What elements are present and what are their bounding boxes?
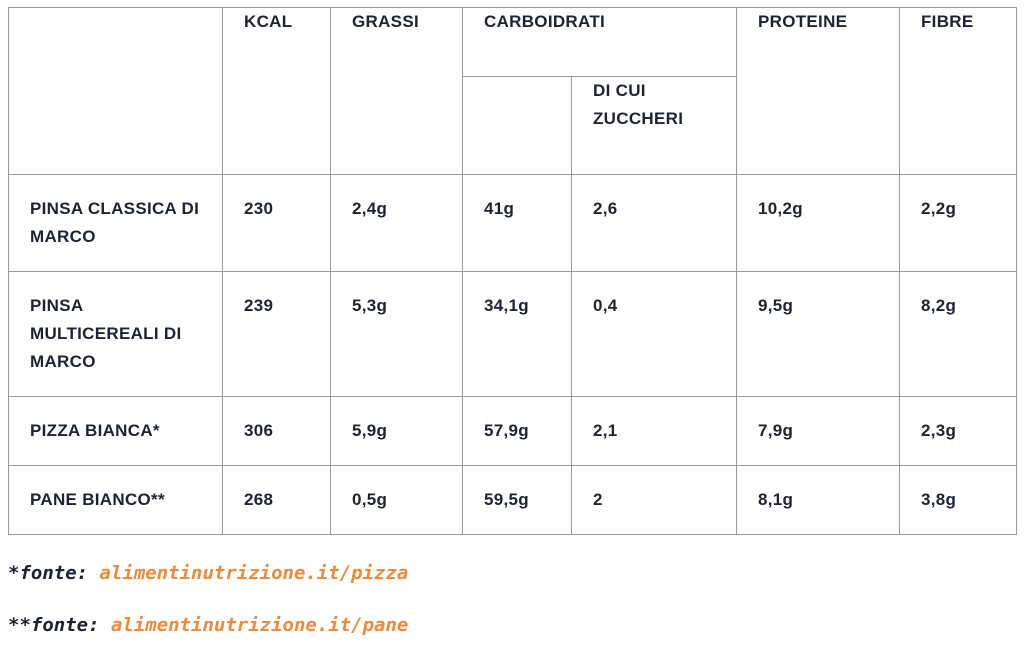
table-row: PANE BIANCO** 268 0,5g 59,5g 2 8,1g 3,8g (8, 465, 1017, 535)
proteine-cell: 8,1g (736, 465, 900, 535)
kcal-cell: 230 (222, 174, 331, 272)
proteine-cell: 10,2g (736, 174, 900, 272)
source-note-prefix: *fonte: (8, 562, 100, 584)
fibre-cell: 8,2g (899, 271, 1017, 397)
subheader-empty-cell (462, 76, 572, 175)
zuccheri-cell: 2,1 (571, 396, 737, 466)
fibre-cell: 3,8g (899, 465, 1017, 535)
zuccheri-cell: 0,4 (571, 271, 737, 397)
food-name-cell: PIZZA BIANCA* (8, 396, 223, 466)
kcal-cell: 239 (222, 271, 331, 397)
header-di-cui-zuccheri: DI CUI ZUCCHERI (571, 76, 737, 175)
nutrition-table: KCAL GRASSI CARBOIDRATI PROTEINE FIBRE D… (8, 7, 1017, 535)
fibre-cell: 2,2g (899, 174, 1017, 272)
grassi-cell: 5,3g (330, 271, 463, 397)
zuccheri-cell: 2 (571, 465, 737, 535)
kcal-cell: 306 (222, 396, 331, 466)
fibre-cell: 2,3g (899, 396, 1017, 466)
food-name-cell: PINSA MULTICEREALI DI MARCO (8, 271, 223, 397)
grassi-cell: 0,5g (330, 465, 463, 535)
source-link-pane[interactable]: alimentinutrizione.it/pane (110, 614, 409, 636)
source-note-pizza: *fonte: alimentinutrizione.it/pizza (8, 561, 408, 585)
source-note-prefix: **fonte: (8, 614, 111, 636)
zuccheri-cell: 2,6 (571, 174, 737, 272)
food-name-cell: PINSA CLASSICA DI MARCO (8, 174, 223, 272)
header-grassi: GRASSI (330, 7, 463, 175)
header-row: KCAL GRASSI CARBOIDRATI PROTEINE FIBRE (8, 7, 1017, 175)
carboidrati-cell: 41g (462, 174, 572, 272)
grassi-cell: 5,9g (330, 396, 463, 466)
table-row: PINSA MULTICEREALI DI MARCO 239 5,3g 34,… (8, 271, 1017, 397)
header-fibre: FIBRE (899, 7, 1017, 175)
header-empty-cell (8, 7, 223, 175)
proteine-cell: 9,5g (736, 271, 900, 397)
header-kcal: KCAL (222, 7, 331, 175)
proteine-cell: 7,9g (736, 396, 900, 466)
carboidrati-cell: 57,9g (462, 396, 572, 466)
header-carboidrati: CARBOIDRATI (462, 7, 737, 77)
food-name-cell: PANE BIANCO** (8, 465, 223, 535)
grassi-cell: 2,4g (330, 174, 463, 272)
carboidrati-cell: 34,1g (462, 271, 572, 397)
table-row: PINSA CLASSICA DI MARCO 230 2,4g 41g 2,6… (8, 174, 1017, 272)
source-note-pane: **fonte: alimentinutrizione.it/pane (8, 613, 408, 637)
header-proteine: PROTEINE (736, 7, 900, 175)
table-row: PIZZA BIANCA* 306 5,9g 57,9g 2,1 7,9g 2,… (8, 396, 1017, 466)
carboidrati-cell: 59,5g (462, 465, 572, 535)
kcal-cell: 268 (222, 465, 331, 535)
source-link-pizza[interactable]: alimentinutrizione.it/pizza (99, 562, 409, 584)
